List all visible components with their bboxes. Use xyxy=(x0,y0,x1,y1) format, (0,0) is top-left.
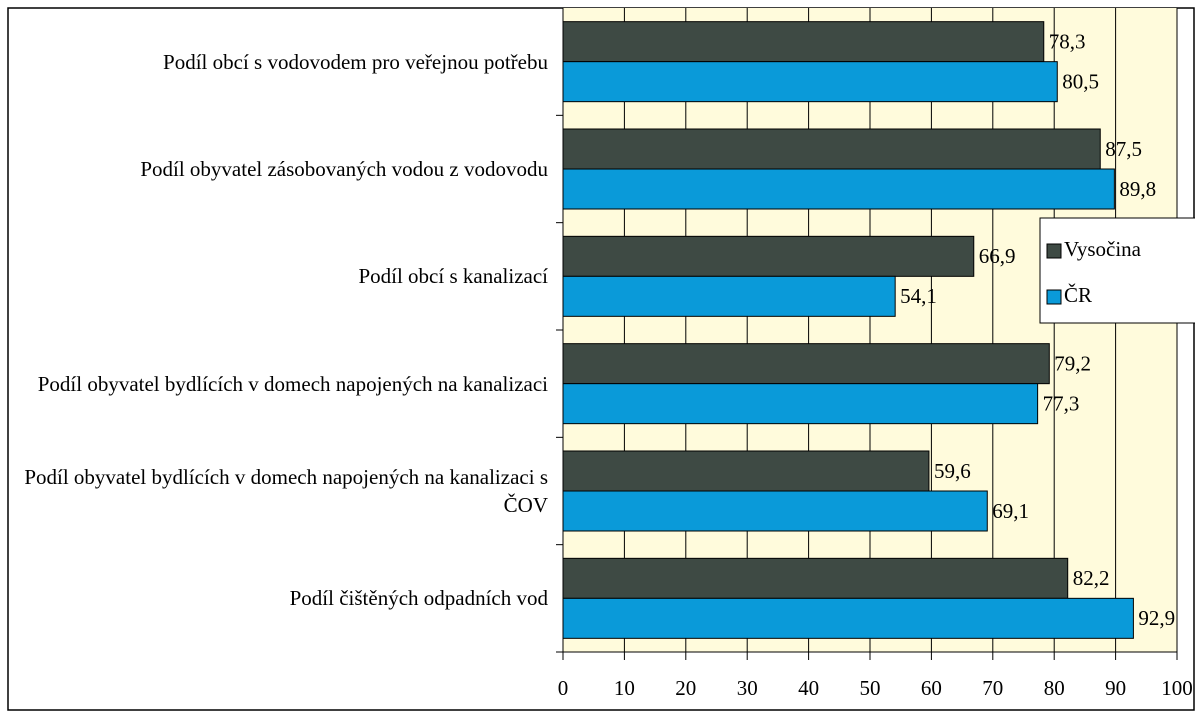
x-tick-label: 0 xyxy=(558,676,569,700)
x-tick-label: 40 xyxy=(798,676,819,700)
category-label: Podíl obyvatel bydlících v domech napoje… xyxy=(24,465,548,517)
x-tick-label: 70 xyxy=(982,676,1003,700)
bar xyxy=(562,450,930,492)
value-label: 69,1 xyxy=(992,499,1029,523)
value-label: 89,8 xyxy=(1119,177,1156,201)
x-tick-label: 50 xyxy=(860,676,881,700)
bar xyxy=(562,557,1069,599)
category-label: Podíl obyvatel bydlících v domech napoje… xyxy=(37,371,548,396)
value-label: 87,5 xyxy=(1105,137,1142,161)
category-label: Podíl obcí s kanalizací xyxy=(358,264,548,289)
value-label: 78,3 xyxy=(1049,29,1086,53)
bar xyxy=(562,61,1058,103)
legend-box xyxy=(1039,217,1195,324)
bar xyxy=(562,490,988,532)
bar xyxy=(562,597,1134,639)
x-tick-label: 90 xyxy=(1105,676,1126,700)
bar xyxy=(562,383,1039,425)
x-tick-label: 20 xyxy=(675,676,696,700)
category-label: Podíl obcí s vodovodem pro veřejnou potř… xyxy=(163,49,548,74)
value-label: 59,6 xyxy=(934,459,971,483)
value-label: 54,1 xyxy=(900,284,937,308)
value-label: 66,9 xyxy=(979,244,1016,268)
value-label: 77,3 xyxy=(1043,391,1080,415)
value-label: 82,2 xyxy=(1073,566,1110,590)
bar xyxy=(562,21,1045,63)
legend-label: ČR xyxy=(1064,283,1092,307)
x-tick-label: 10 xyxy=(614,676,635,700)
category-label: Podíl čištěných odpadních vod xyxy=(289,586,548,611)
bar xyxy=(562,168,1115,210)
x-tick-label: 80 xyxy=(1044,676,1065,700)
value-label: 80,5 xyxy=(1062,69,1099,93)
bar xyxy=(562,128,1101,170)
bar xyxy=(562,343,1050,385)
bar xyxy=(562,235,975,277)
legend-label: Vysočina xyxy=(1064,237,1142,261)
category-label: Podíl obyvatel zásobovaných vodou z vodo… xyxy=(140,157,548,181)
value-label: 92,9 xyxy=(1138,606,1175,630)
legend-swatch xyxy=(1046,243,1062,259)
x-tick-label: 30 xyxy=(737,676,758,700)
x-tick-label: 100 xyxy=(1161,676,1193,700)
bar xyxy=(562,275,896,317)
x-tick-label: 60 xyxy=(921,676,942,700)
legend-swatch xyxy=(1046,289,1062,305)
value-label: 79,2 xyxy=(1054,351,1091,375)
